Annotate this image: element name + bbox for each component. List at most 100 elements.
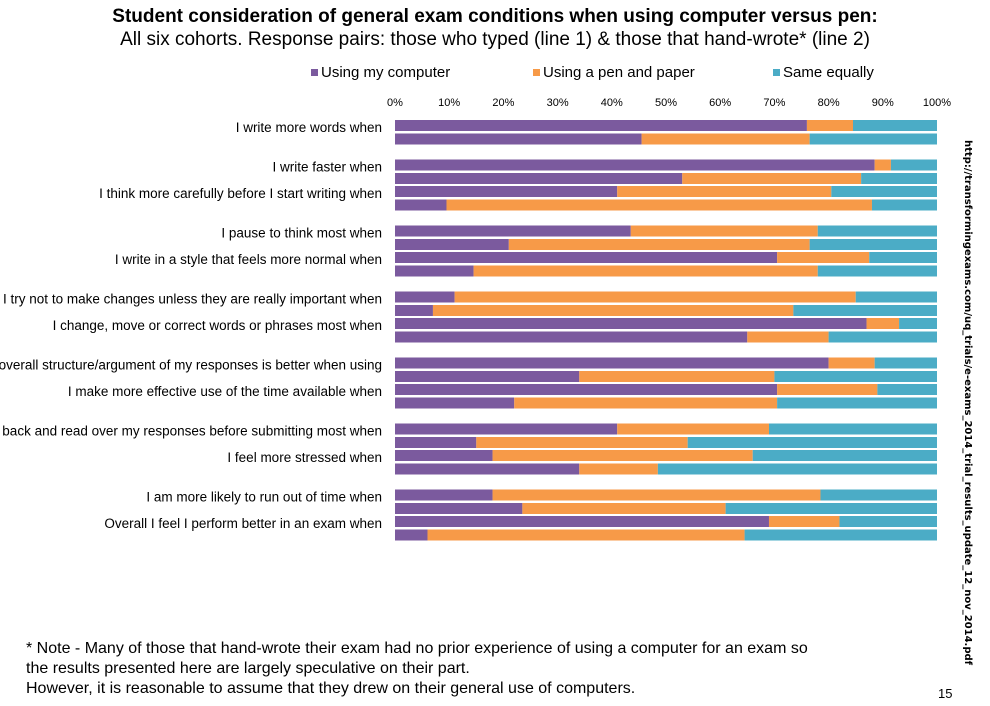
source-url: http://transformingexams.com/uq_trials/e… [962, 140, 973, 666]
bar-same-handwrote [777, 397, 937, 409]
bar-pen-handwrote [514, 397, 778, 409]
category-label: I feel more stressed when [227, 450, 382, 465]
bar-same-handwrote [744, 529, 937, 541]
bar-same-handwrote [657, 463, 937, 475]
bar-computer-handwrote [395, 463, 580, 475]
bar-computer-handwrote [395, 133, 642, 145]
bar-pen-handwrote [747, 331, 829, 343]
footnote-line-2: the results presented here are largely s… [26, 660, 470, 677]
bar-pen-handwrote [427, 529, 745, 541]
bar-same-typed [890, 159, 937, 171]
bar-computer-handwrote [395, 173, 683, 184]
footnote: * Note - Many of those that hand-wrote t… [26, 639, 808, 699]
x-tick-label: 70% [763, 97, 785, 109]
bar-computer-typed [395, 489, 493, 501]
category-label: I make more effective use of the time av… [68, 384, 382, 399]
category-label: I think more carefully before I start wr… [99, 186, 382, 201]
bar-same-handwrote [774, 371, 937, 382]
bar-pen-handwrote [579, 371, 775, 382]
category-label: I write faster when [272, 160, 382, 175]
bar-pen-typed [828, 357, 875, 369]
bar-same-typed [817, 225, 937, 237]
bar-same-typed [874, 357, 937, 369]
x-tick-label: 50% [655, 97, 677, 109]
x-tick-label: 20% [492, 97, 514, 109]
bar-same-typed [831, 186, 937, 197]
x-tick-label: 90% [872, 97, 894, 109]
category-label: Overall I feel I perform better in an ex… [104, 516, 382, 531]
legend-label-same: Same equally [783, 64, 874, 81]
bar-pen-handwrote [579, 463, 658, 475]
footnote-line-1: * Note - Many of those that hand-wrote t… [26, 640, 808, 657]
bar-computer-handwrote [395, 371, 580, 382]
bar-pen-typed [768, 516, 840, 527]
bar-same-typed [877, 384, 937, 395]
bar-same-handwrote [725, 503, 937, 514]
bar-computer-typed [395, 357, 829, 369]
legend-item-computer: Using my computer [311, 64, 450, 81]
bar-pen-handwrote [682, 173, 862, 184]
bar-computer-typed [395, 450, 493, 461]
bar-same-typed [899, 318, 937, 329]
bar-same-handwrote [809, 239, 937, 250]
chart-subtitle: All six cohorts. Response pairs: those w… [120, 29, 870, 50]
bar-computer-handwrote [395, 503, 523, 514]
bar-computer-handwrote [395, 529, 428, 541]
x-tick-label: 30% [547, 97, 569, 109]
bar-pen-typed [492, 450, 753, 461]
bar-computer-typed [395, 252, 778, 263]
bar-pen-typed [492, 489, 821, 501]
bar-computer-typed [395, 159, 875, 171]
x-tick-label: 60% [709, 97, 731, 109]
bar-computer-typed [395, 423, 618, 435]
footnote-line-3: However, it is reasonable to assume that… [26, 680, 636, 697]
bar-pen-handwrote [446, 199, 872, 211]
bar-computer-typed [395, 120, 807, 131]
category-label: I am more likely to run out of time when [146, 490, 382, 505]
category-label: I try not to make changes unless they ar… [3, 292, 382, 307]
bar-computer-typed [395, 186, 618, 197]
bar-same-handwrote [817, 265, 937, 277]
x-tick-label: 40% [601, 97, 623, 109]
bar-pen-typed [777, 384, 878, 395]
bar-same-handwrote [809, 133, 937, 145]
bar-computer-handwrote [395, 397, 515, 409]
category-label: I go back and read over my responses bef… [0, 424, 382, 439]
bar-same-handwrote [828, 331, 937, 343]
legend-swatch-same [773, 69, 780, 76]
legend-item-same: Same equally [773, 64, 874, 81]
bar-computer-handwrote [395, 305, 433, 316]
category-label: I write more words when [236, 120, 382, 135]
bar-pen-handwrote [641, 133, 810, 145]
chart-legend: Using my computer Using a pen and paper … [0, 64, 990, 84]
category-label: I change, move or correct words or phras… [53, 318, 382, 333]
bar-computer-typed [395, 291, 455, 303]
bar-computer-typed [395, 516, 769, 527]
bar-same-handwrote [793, 305, 937, 316]
bar-pen-typed [617, 423, 769, 435]
category-label: I write in a style that feels more norma… [115, 252, 382, 267]
bar-same-typed [869, 252, 937, 263]
page-number: 15 [938, 686, 953, 701]
bar-computer-handwrote [395, 265, 474, 277]
bar-same-handwrote [871, 199, 937, 211]
bar-computer-typed [395, 318, 867, 329]
legend-item-pen: Using a pen and paper [533, 64, 695, 81]
x-tick-label: 80% [818, 97, 840, 109]
bar-computer-handwrote [395, 437, 477, 448]
bar-pen-handwrote [476, 437, 688, 448]
bar-computer-handwrote [395, 331, 748, 343]
bar-computer-handwrote [395, 239, 509, 250]
x-tick-label: 0% [387, 97, 403, 109]
bar-pen-typed [874, 159, 891, 171]
bar-same-typed [752, 450, 937, 461]
bar-pen-typed [866, 318, 900, 329]
category-label: I pause to think most when [221, 226, 382, 241]
bar-same-typed [820, 489, 937, 501]
legend-label-computer: Using my computer [321, 64, 451, 81]
x-tick-label: 100% [923, 97, 951, 109]
bar-same-typed [855, 291, 937, 303]
bar-same-typed [839, 516, 937, 527]
category-label: I think the overall structure/argument o… [0, 358, 382, 373]
bar-same-typed [768, 423, 937, 435]
